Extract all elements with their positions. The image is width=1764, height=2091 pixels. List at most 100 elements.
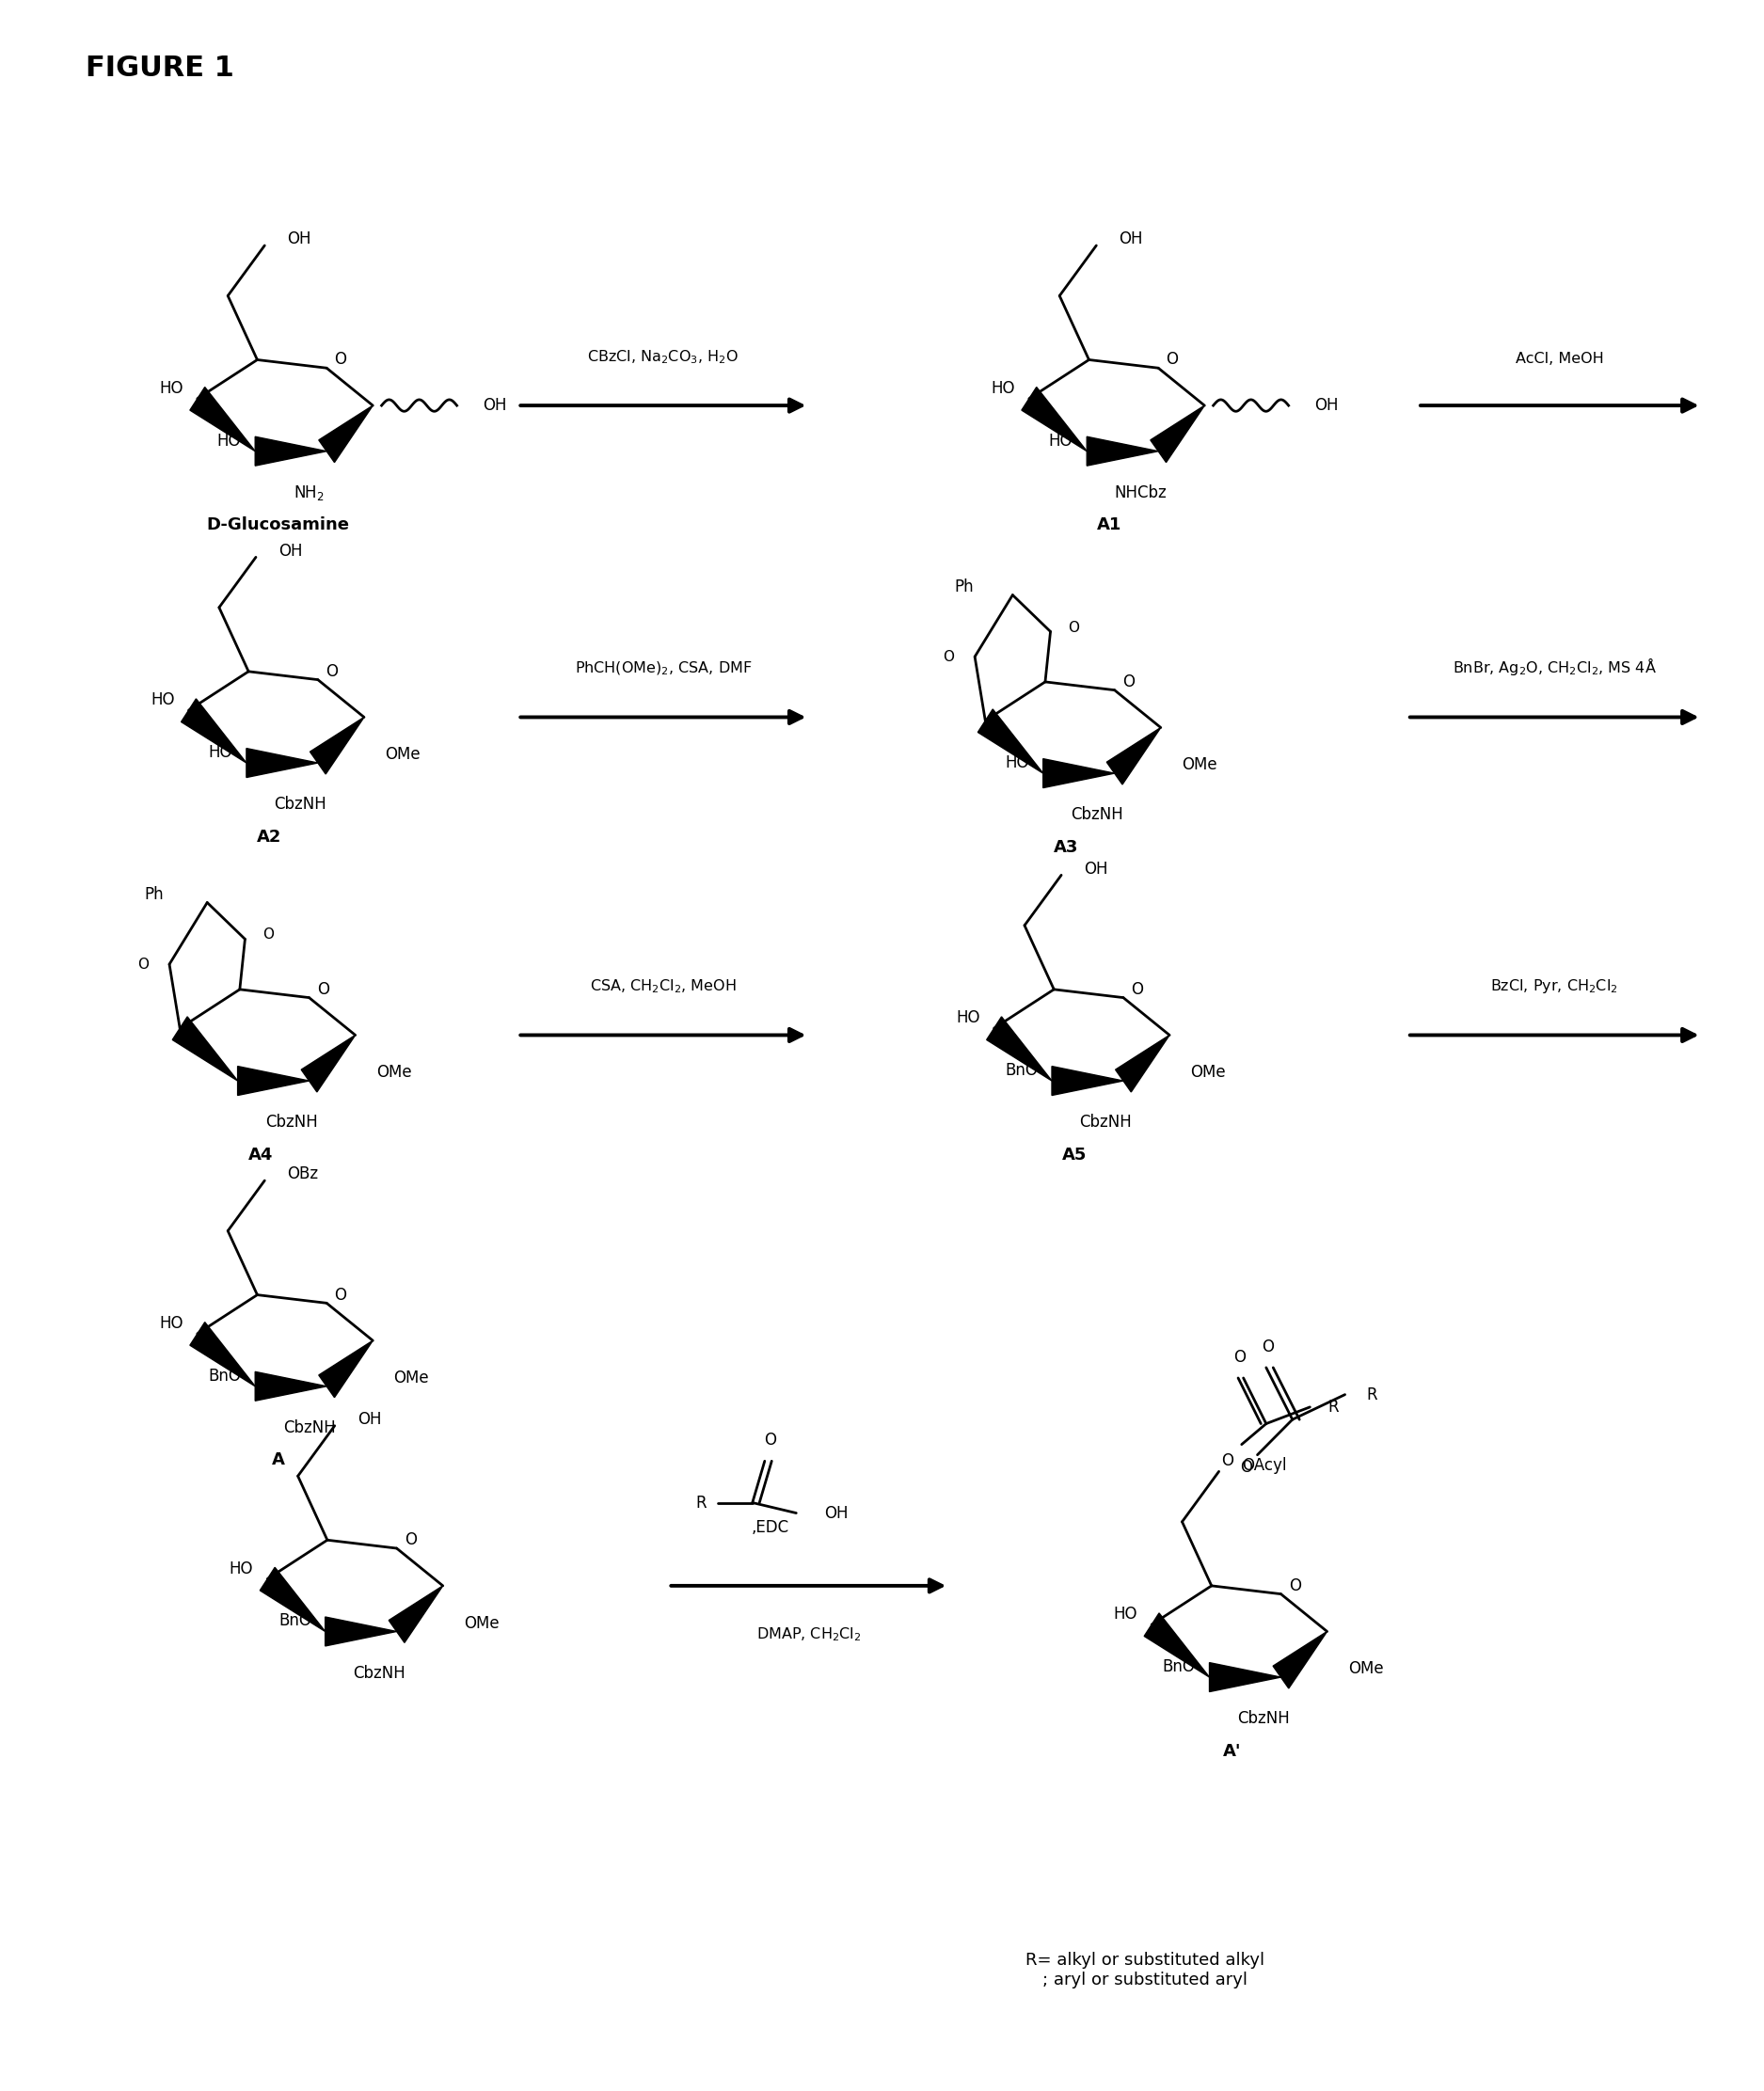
Text: O: O [263,928,273,943]
Polygon shape [388,1585,443,1644]
Text: FIGURE 1: FIGURE 1 [85,54,235,82]
Text: A4: A4 [249,1146,273,1163]
Text: OH: OH [358,1411,381,1428]
Text: A5: A5 [1062,1146,1087,1163]
Polygon shape [1145,1612,1210,1677]
Text: ,EDC: ,EDC [751,1520,789,1537]
Text: O: O [1233,1349,1245,1365]
Polygon shape [256,1372,326,1401]
Text: Ph: Ph [954,579,974,596]
Text: OH: OH [483,397,506,414]
Polygon shape [977,709,1043,774]
Text: HO: HO [1113,1606,1138,1623]
Text: OH: OH [1085,859,1108,878]
Text: HO: HO [159,1315,183,1332]
Text: OMe: OMe [385,746,420,763]
Text: AcCl, MeOH: AcCl, MeOH [1515,351,1603,366]
Text: O: O [404,1531,416,1549]
Text: OMe: OMe [1182,757,1217,774]
Text: BnO: BnO [208,1368,242,1384]
Text: OMe: OMe [393,1370,429,1386]
Text: CSA, CH$_2$Cl$_2$, MeOH: CSA, CH$_2$Cl$_2$, MeOH [589,979,736,995]
Text: O: O [1221,1453,1233,1470]
Text: CbzNH: CbzNH [273,797,326,813]
Text: NH$_2$: NH$_2$ [293,483,325,502]
Text: O: O [1240,1460,1252,1476]
Text: OMe: OMe [376,1064,411,1081]
Text: O: O [1131,981,1143,997]
Text: O: O [1067,621,1080,634]
Text: OAcyl: OAcyl [1242,1457,1286,1474]
Text: O: O [335,1286,348,1303]
Text: O: O [1166,351,1178,368]
Polygon shape [1274,1631,1327,1687]
Text: CbzNH: CbzNH [353,1664,406,1681]
Text: CbzNH: CbzNH [1071,807,1124,824]
Text: OMe: OMe [1191,1064,1226,1081]
Text: HO: HO [1005,755,1028,772]
Text: A1: A1 [1097,516,1122,533]
Text: R: R [1365,1386,1378,1403]
Polygon shape [238,1066,309,1096]
Text: OBz: OBz [288,1167,319,1184]
Text: BnO: BnO [279,1612,310,1629]
Text: O: O [1122,673,1134,690]
Text: Ph: Ph [145,887,164,903]
Text: BnO: BnO [1162,1658,1196,1675]
Text: O: O [1261,1338,1274,1355]
Polygon shape [1210,1662,1281,1692]
Text: D-Glucosamine: D-Glucosamine [206,516,349,533]
Polygon shape [182,698,247,763]
Text: CbzNH: CbzNH [282,1420,335,1437]
Polygon shape [302,1035,355,1092]
Text: A: A [272,1451,284,1468]
Text: HO: HO [229,1560,254,1577]
Text: HO: HO [159,381,183,397]
Text: R= alkyl or substituted alkyl
; aryl or substituted aryl: R= alkyl or substituted alkyl ; aryl or … [1025,1951,1265,1989]
Polygon shape [310,717,363,774]
Text: O: O [138,958,148,972]
Text: HO: HO [150,692,175,709]
Text: CbzNH: CbzNH [265,1115,318,1131]
Polygon shape [1087,437,1159,466]
Polygon shape [1021,387,1087,452]
Text: HO: HO [217,433,242,450]
Polygon shape [173,1016,238,1081]
Text: O: O [326,663,339,680]
Text: CBzCl, Na$_2$CO$_3$, H$_2$O: CBzCl, Na$_2$CO$_3$, H$_2$O [587,349,739,366]
Text: OMe: OMe [464,1614,499,1631]
Text: OH: OH [279,542,303,560]
Text: OH: OH [288,230,312,247]
Polygon shape [319,406,372,462]
Polygon shape [191,387,256,452]
Text: DMAP, CH$_2$Cl$_2$: DMAP, CH$_2$Cl$_2$ [757,1625,861,1644]
Text: HO: HO [1050,433,1073,450]
Text: CbzNH: CbzNH [1237,1710,1289,1727]
Text: A2: A2 [258,828,282,845]
Text: OMe: OMe [1348,1660,1383,1677]
Text: O: O [335,351,348,368]
Polygon shape [1051,1066,1124,1096]
Text: CbzNH: CbzNH [1080,1115,1132,1131]
Polygon shape [247,749,318,778]
Polygon shape [319,1340,372,1397]
Text: OH: OH [1118,230,1143,247]
Polygon shape [1043,759,1115,788]
Polygon shape [1150,406,1205,462]
Polygon shape [1106,728,1161,784]
Text: BnO: BnO [1005,1062,1037,1079]
Text: O: O [942,650,954,663]
Text: HO: HO [956,1010,981,1027]
Text: O: O [318,981,330,997]
Text: PhCH(OMe)$_2$, CSA, DMF: PhCH(OMe)$_2$, CSA, DMF [575,661,751,677]
Polygon shape [259,1568,325,1631]
Polygon shape [1115,1035,1170,1092]
Text: BzCl, Pyr, CH$_2$Cl$_2$: BzCl, Pyr, CH$_2$Cl$_2$ [1491,979,1618,995]
Text: BnBr, Ag$_2$O, CH$_2$Cl$_2$, MS 4Å: BnBr, Ag$_2$O, CH$_2$Cl$_2$, MS 4Å [1452,657,1656,677]
Text: OH: OH [824,1506,848,1522]
Text: A': A' [1222,1742,1242,1761]
Text: HO: HO [208,744,233,761]
Text: NHCbz: NHCbz [1115,485,1168,502]
Polygon shape [256,437,326,466]
Polygon shape [325,1616,397,1646]
